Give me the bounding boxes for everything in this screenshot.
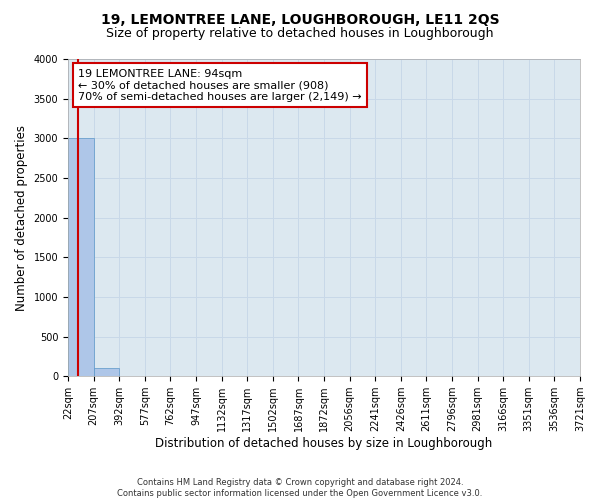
Text: Size of property relative to detached houses in Loughborough: Size of property relative to detached ho… <box>106 28 494 40</box>
Text: Contains HM Land Registry data © Crown copyright and database right 2024.
Contai: Contains HM Land Registry data © Crown c… <box>118 478 482 498</box>
Text: 19, LEMONTREE LANE, LOUGHBOROUGH, LE11 2QS: 19, LEMONTREE LANE, LOUGHBOROUGH, LE11 2… <box>101 12 499 26</box>
Y-axis label: Number of detached properties: Number of detached properties <box>15 124 28 310</box>
Bar <box>68 138 94 376</box>
Text: 19 LEMONTREE LANE: 94sqm
← 30% of detached houses are smaller (908)
70% of semi-: 19 LEMONTREE LANE: 94sqm ← 30% of detach… <box>78 68 362 102</box>
X-axis label: Distribution of detached houses by size in Loughborough: Distribution of detached houses by size … <box>155 437 493 450</box>
Bar <box>94 368 119 376</box>
